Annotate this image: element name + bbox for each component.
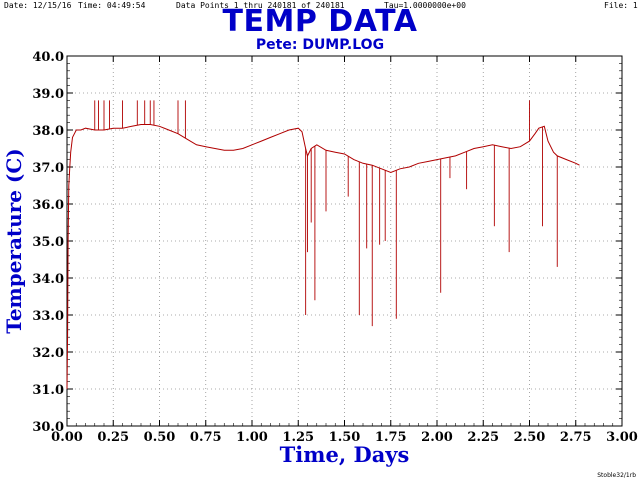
- x-tick-label: 0.25: [97, 430, 129, 445]
- y-tick-label: 37.0: [32, 161, 64, 176]
- y-tick-label: 35.0: [32, 235, 64, 250]
- y-tick-label: 34.0: [32, 272, 64, 287]
- y-tick-label: 32.0: [32, 346, 64, 361]
- temperature-series-line: [66, 124, 580, 390]
- x-tick-label: 0.75: [190, 430, 222, 445]
- y-tick-label: 36.0: [32, 198, 64, 213]
- header-data-points: Data Points 1 thru 240181 of 240181: [176, 1, 345, 10]
- y-tick-label: 33.0: [32, 309, 64, 324]
- y-tick-label: 30.0: [32, 420, 64, 435]
- x-tick-label: 0.50: [144, 430, 176, 445]
- x-tick-label: 1.75: [375, 430, 407, 445]
- y-axis-label: Temperature (C): [2, 148, 26, 334]
- chart-title: TEMP DATA: [222, 4, 418, 39]
- x-tick-label: 2.25: [467, 430, 499, 445]
- header-time: Time: 04:49:54: [78, 1, 146, 10]
- footer-signature: Stoble32/1rb: [597, 472, 636, 479]
- x-tick-label: 2.00: [421, 430, 453, 445]
- x-tick-label: 2.50: [514, 430, 546, 445]
- y-tick-label: 31.0: [32, 383, 64, 398]
- x-tick-label: 2.75: [560, 430, 592, 445]
- x-axis-label: Time, Days: [280, 442, 410, 467]
- x-tick-label: 1.50: [329, 430, 361, 445]
- y-tick-label: 40.0: [32, 50, 64, 65]
- y-tick-label: 38.0: [32, 124, 64, 139]
- header-file: File: 1: [604, 1, 638, 10]
- chart-subtitle: Pete: DUMP.LOG: [255, 37, 385, 53]
- y-tick-label: 39.0: [32, 87, 64, 102]
- header-date: Date: 12/15/16: [4, 1, 72, 10]
- x-tick-label: 1.25: [282, 430, 314, 445]
- x-tick-label: 0.00: [51, 430, 83, 445]
- x-tick-label: 1.00: [236, 430, 268, 445]
- x-tick-label: 3.00: [606, 430, 638, 445]
- header-tau: Tau=1.0000000e+00: [384, 1, 466, 10]
